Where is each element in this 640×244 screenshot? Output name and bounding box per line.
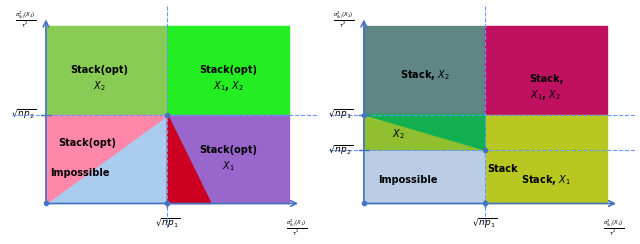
- Text: $X_2$: $X_2$: [93, 79, 106, 93]
- Text: Stack(opt): Stack(opt): [58, 138, 116, 148]
- Text: $X_1$: $X_1$: [221, 159, 234, 173]
- Text: Impossible: Impossible: [378, 175, 437, 185]
- Text: $\frac{\sigma^2_{(k)}(X_1)}{\tau^2}$: $\frac{\sigma^2_{(k)}(X_1)}{\tau^2}$: [285, 218, 307, 238]
- Text: Stack, $X_1$: Stack, $X_1$: [521, 173, 571, 187]
- Polygon shape: [485, 150, 607, 203]
- Text: Stack(opt): Stack(opt): [70, 65, 129, 75]
- Text: Stack(opt): Stack(opt): [199, 65, 257, 75]
- Text: $X_2$: $X_2$: [392, 127, 404, 141]
- Polygon shape: [167, 26, 289, 114]
- Polygon shape: [364, 114, 485, 150]
- Polygon shape: [167, 114, 289, 203]
- Polygon shape: [364, 26, 485, 114]
- Text: Stack, $X_2$: Stack, $X_2$: [399, 68, 449, 82]
- Text: Stack,: Stack,: [529, 74, 563, 84]
- Polygon shape: [46, 26, 167, 114]
- Text: $\sqrt{np_1}$: $\sqrt{np_1}$: [154, 216, 180, 230]
- Text: $\frac{\sigma^2_{(k)}(X_2)}{\tau^2}$: $\frac{\sigma^2_{(k)}(X_2)}{\tau^2}$: [333, 10, 354, 30]
- Polygon shape: [46, 114, 167, 203]
- Text: Impossible: Impossible: [50, 168, 109, 178]
- Polygon shape: [167, 114, 211, 203]
- Polygon shape: [485, 114, 607, 150]
- Text: $\frac{\sigma^2_{(k)}(X_1)}{\tau^2}$: $\frac{\sigma^2_{(k)}(X_1)}{\tau^2}$: [604, 218, 625, 238]
- Text: $\sqrt{np_1}$: $\sqrt{np_1}$: [472, 216, 498, 230]
- Polygon shape: [364, 150, 485, 203]
- Text: $\frac{\sigma^2_{(k)}(X_2)}{\tau^2}$: $\frac{\sigma^2_{(k)}(X_2)}{\tau^2}$: [15, 10, 36, 30]
- Text: $\sqrt{np_1}$: $\sqrt{np_1}$: [328, 108, 354, 121]
- Text: $\sqrt{np_2}$: $\sqrt{np_2}$: [10, 108, 36, 121]
- Polygon shape: [364, 114, 485, 150]
- Text: Stack: Stack: [487, 164, 518, 174]
- Text: $X_1$, $X_2$: $X_1$, $X_2$: [531, 88, 561, 102]
- Text: $X_1$, $X_2$: $X_1$, $X_2$: [212, 79, 244, 93]
- Polygon shape: [485, 26, 607, 114]
- Text: $\sqrt{np_2}$: $\sqrt{np_2}$: [328, 143, 354, 157]
- Text: Stack(opt): Stack(opt): [199, 145, 257, 155]
- Polygon shape: [46, 114, 167, 203]
